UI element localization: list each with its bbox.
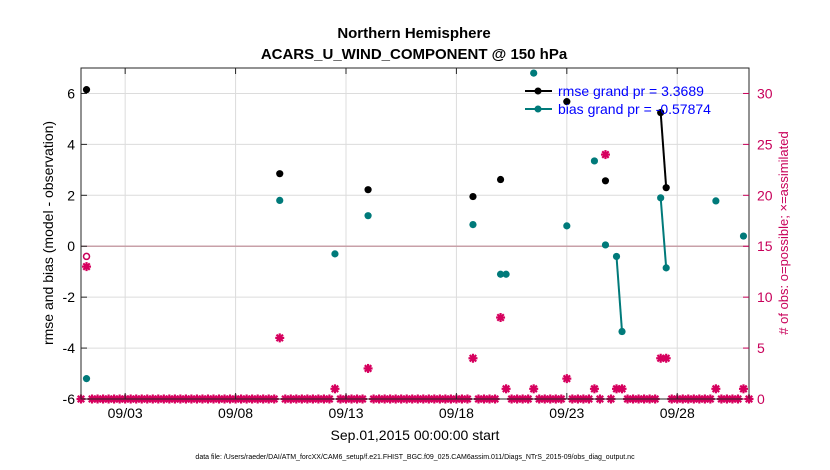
y-axis-right-label: # of obs: o=possible; ×=assimilated: [776, 131, 791, 334]
bias-point: [496, 270, 505, 278]
bias-point: [739, 232, 748, 240]
bias-point: [618, 327, 626, 336]
y-tick-label: -4: [63, 340, 76, 356]
obs-assimilated-marker: [661, 353, 671, 363]
rmse-point: [276, 170, 284, 178]
y-right-tick-label: 15: [757, 238, 773, 254]
y-right-tick-label: 25: [757, 136, 773, 152]
y-tick-label: 2: [67, 187, 75, 203]
y-right-tick-label: 10: [757, 289, 773, 305]
rmse-point: [563, 98, 571, 106]
x-tick-label: 09/13: [328, 405, 363, 421]
y-tick-label: 6: [67, 85, 75, 101]
x-tick-label: 09/28: [660, 405, 695, 421]
bias-point: [469, 220, 477, 229]
x-tick-label: 09/18: [439, 405, 474, 421]
y-tick-label: -2: [63, 289, 76, 305]
bias-line: [659, 197, 668, 268]
bias-point: [563, 222, 571, 230]
bias-point: [364, 212, 372, 220]
legend-rmse-marker: [534, 87, 542, 95]
obs-assimilated-marker: [600, 150, 610, 160]
y-axis-label: rmse and bias (model - observation): [40, 121, 56, 345]
obs-assimilated-marker: [529, 384, 539, 394]
rmse-point: [364, 186, 372, 194]
legend: rmse grand pr = 3.3689 bias grand pr = -…: [525, 83, 711, 117]
x-axis-label: Sep.01,2015 00:00:00 start: [331, 427, 500, 443]
bias-point: [612, 252, 621, 261]
obs-possible-marker: [82, 252, 91, 261]
obs-assimilated-marker: [363, 363, 373, 373]
obs-assimilated-marker: [589, 384, 599, 394]
plot-area: [81, 68, 749, 399]
bias-line: [615, 256, 624, 332]
y-right-tick-label: 5: [757, 340, 765, 356]
y-tick-label: 0: [67, 238, 75, 254]
x-tick-label: 09/23: [549, 405, 584, 421]
rmse-point: [657, 108, 665, 117]
bias-point: [662, 264, 670, 272]
bias-point: [276, 196, 284, 204]
rmse-line: [659, 112, 668, 188]
bias-point: [657, 194, 665, 202]
y-tick-label: 4: [67, 136, 75, 152]
y-right-tick-label: 20: [757, 187, 773, 203]
bias-point: [601, 241, 610, 249]
obs-assimilated-marker: [738, 384, 748, 394]
legend-bias-marker: [534, 105, 542, 113]
legend-rmse-label: rmse grand pr = 3.3689: [558, 83, 704, 99]
x-tick-label: 09/03: [108, 405, 143, 421]
bias-point: [82, 375, 91, 383]
rmse-point: [601, 177, 610, 185]
bias-point: [590, 157, 599, 165]
obs-assimilated-marker: [562, 374, 572, 384]
ticks: 09/03 09/08 09/13 09/18 09/23 09/28 -6 -4 -2 0 2 4 6…: [63, 68, 773, 421]
rmse-point: [469, 192, 477, 201]
rmse-point: [82, 86, 91, 94]
bias-point: [502, 270, 510, 278]
obs-assimilated-marker: [711, 384, 721, 394]
legend-bias-label: bias grand pr = -0.57874: [558, 101, 711, 117]
obs-assimilated-marker: [468, 353, 478, 363]
chart-title: Northern Hemisphere: [337, 25, 490, 42]
obs-assimilated-marker: [82, 262, 92, 272]
obs-assimilated-marker: [501, 384, 511, 394]
rmse-point: [662, 184, 670, 192]
bias-point: [530, 69, 538, 77]
obs-assimilated-marker: [330, 384, 340, 394]
bias-point: [331, 250, 339, 258]
rmse-point: [496, 175, 505, 184]
x-tick-label: 09/08: [218, 405, 253, 421]
obs-assimilated-marker: [275, 333, 285, 343]
y-right-tick-label: 30: [757, 85, 773, 101]
y-right-tick-label: 0: [757, 391, 765, 407]
bias-point: [712, 197, 720, 205]
obs-assimilated-marker: [496, 313, 506, 323]
obs-assimilated-marker: [617, 384, 627, 394]
chart-subtitle: ACARS_U_WIND_COMPONENT @ 150 hPa: [261, 46, 568, 63]
y-tick-label: -6: [63, 391, 76, 407]
plot-frame: [80, 67, 750, 400]
data-file-footer: data file: /Users/raeder/DAI/ATM_forcXX/…: [195, 454, 635, 461]
